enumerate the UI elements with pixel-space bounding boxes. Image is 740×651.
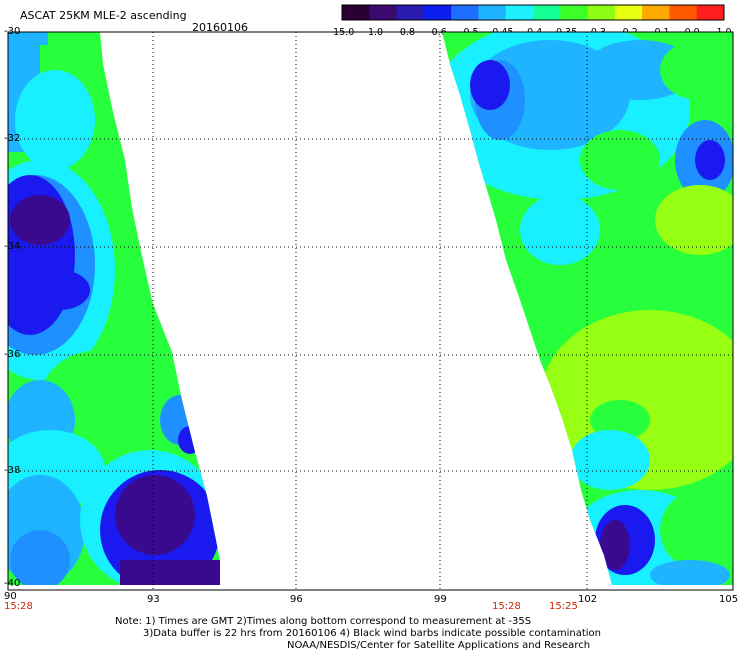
right-swath [442, 32, 733, 585]
colorbar-swatch [560, 5, 589, 20]
colorbar-swatch [533, 5, 561, 20]
colorbar-swatch [396, 5, 425, 20]
colorbar-swatch [423, 5, 452, 20]
colorbar-swatch [505, 5, 534, 20]
colorbar-swatch [642, 5, 670, 20]
x-tick-label: 93 [147, 594, 160, 605]
colorbar-swatch [451, 5, 479, 20]
colorbar-swatch [342, 5, 370, 20]
map-title: ASCAT 25KM MLE-2 ascending [20, 9, 187, 22]
colorbar-frame [341, 4, 725, 21]
map-date: 20160106 [192, 21, 248, 34]
note-line: 3)Data buffer is 22 hrs from 20160106 4)… [143, 628, 601, 639]
y-tick-label: -36 [4, 349, 21, 360]
grid-lines [8, 32, 733, 590]
y-tick-label: -30 [4, 26, 21, 37]
y-tick-label: -32 [4, 133, 21, 144]
x-tick-label: 90 [4, 591, 17, 602]
colorbar-swatch [478, 5, 507, 20]
x-tick-label: 96 [290, 594, 303, 605]
time-label: 15:28 [492, 601, 521, 612]
time-label: 15:25 [549, 601, 578, 612]
y-tick-label: -40 [4, 578, 21, 589]
colorbar-swatch [369, 5, 398, 20]
note-line: NOAA/NESDIS/Center for Satellite Applica… [287, 640, 591, 651]
x-tick-label: 102 [578, 594, 598, 605]
colorbar-swatches [342, 5, 725, 20]
colorbar-swatch [669, 5, 698, 20]
colorbar-swatch [587, 5, 616, 20]
y-tick-label: -34 [4, 241, 21, 252]
map-frame [7, 31, 734, 591]
y-tick-label: -38 [4, 465, 21, 476]
x-tick-label: 99 [434, 594, 447, 605]
time-label: 15:28 [4, 601, 33, 612]
note-line: Note: 1) Times are GMT 2)Times along bot… [115, 616, 532, 627]
colorbar-swatch [614, 5, 643, 20]
x-tick-label: 105 [719, 594, 739, 605]
colorbar-swatch [696, 5, 725, 20]
left-swath [8, 32, 220, 585]
